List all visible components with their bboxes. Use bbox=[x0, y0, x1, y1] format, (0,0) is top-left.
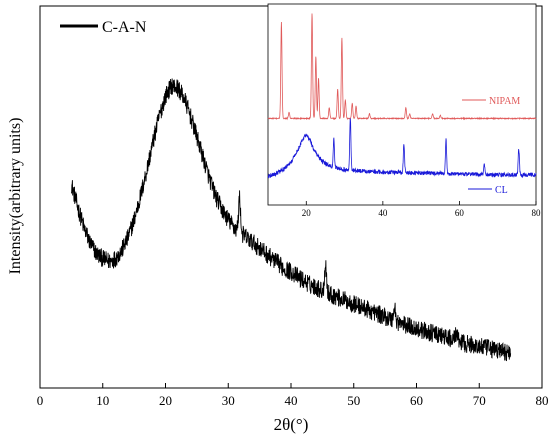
inset-series-line-cl bbox=[267, 118, 537, 179]
x-tick-label-10: 10 bbox=[96, 393, 109, 408]
inset-x-tick-label-80: 80 bbox=[532, 208, 542, 218]
x-axis-label: 2θ(°) bbox=[274, 415, 309, 434]
inset-chart: 20 40 60 80 NIPAM CL bbox=[267, 3, 541, 218]
x-tick-label-60: 60 bbox=[410, 393, 423, 408]
inset-series-line-nipam bbox=[267, 13, 537, 121]
main-series-group bbox=[70, 78, 512, 362]
x-tick-label-70: 70 bbox=[473, 393, 486, 408]
inset-legend-nipam: NIPAM bbox=[462, 96, 520, 107]
series-line-c-a-n bbox=[70, 78, 512, 362]
x-tick-label-20: 20 bbox=[159, 393, 172, 408]
inset-x-axis: 20 40 60 80 bbox=[302, 201, 541, 218]
inset-x-tick-label-60: 60 bbox=[455, 208, 465, 218]
x-tick-label-40: 40 bbox=[285, 393, 298, 408]
inset-series-group bbox=[267, 13, 537, 179]
x-tick-label-30: 30 bbox=[222, 393, 235, 408]
legend-label-nipam: NIPAM bbox=[489, 96, 520, 107]
inset-x-tick-label-40: 40 bbox=[378, 208, 388, 218]
x-tick-label-80: 80 bbox=[536, 393, 549, 408]
legend-label-cl: CL bbox=[495, 185, 508, 196]
legend-label-c-a-n: C-A-N bbox=[102, 19, 147, 36]
x-tick-label-0: 0 bbox=[37, 393, 44, 408]
x-tick-label-50: 50 bbox=[347, 393, 360, 408]
inset-legend-cl: CL bbox=[468, 185, 508, 196]
main-legend: C-A-N bbox=[60, 19, 147, 36]
inset-x-tick-label-20: 20 bbox=[302, 208, 312, 218]
main-x-axis: 0 10 20 30 40 50 60 70 80 bbox=[37, 383, 549, 408]
y-axis-label: Intensity(arbitrary units) bbox=[7, 118, 24, 275]
